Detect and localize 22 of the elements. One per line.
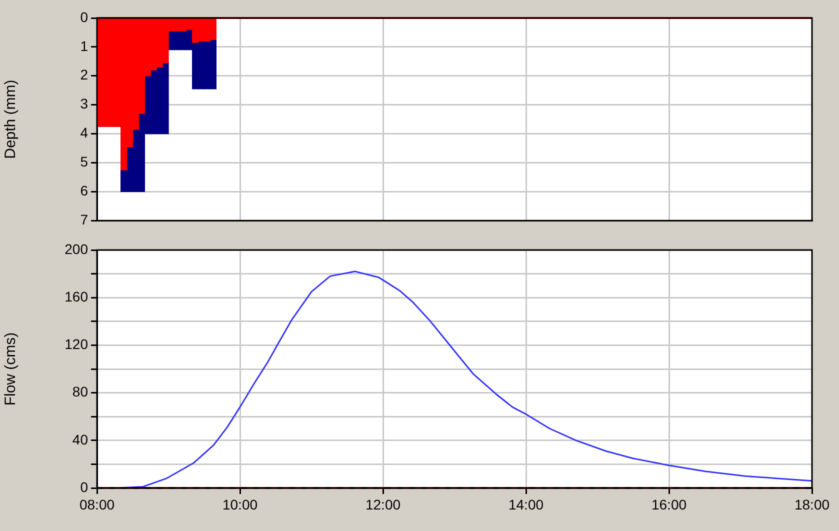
x-tick-label: 08:00 [79,496,115,512]
y-tick-label: 7 [80,211,88,228]
y-tick-label: 40 [72,431,88,448]
x-tick-label: 12:00 [365,496,401,512]
y-tick-label: 120 [64,336,88,352]
y-axis-title: Flow (cms) [2,332,20,406]
x-tick-label: 16:00 [651,496,687,512]
x-tick-label: 18:00 [794,496,830,512]
x-tick-label: 10:00 [222,496,258,512]
y-tick-label: 160 [64,288,88,304]
y-tick-label: 5 [80,154,88,170]
y-tick-label: 0 [80,8,88,25]
y-tick-label: 0 [80,478,88,495]
y-axis-title: Depth (mm) [2,80,20,159]
y-tick-label: 1 [80,38,88,54]
y-tick-label: 6 [80,182,88,199]
y-tick-label: 4 [80,124,88,141]
y-tick-label: 200 [64,240,88,257]
y-tick-label: 2 [80,66,88,83]
y-tick-label: 3 [80,96,88,112]
x-tick-label: 14:00 [508,496,544,512]
y-tick-label: 80 [72,384,88,400]
